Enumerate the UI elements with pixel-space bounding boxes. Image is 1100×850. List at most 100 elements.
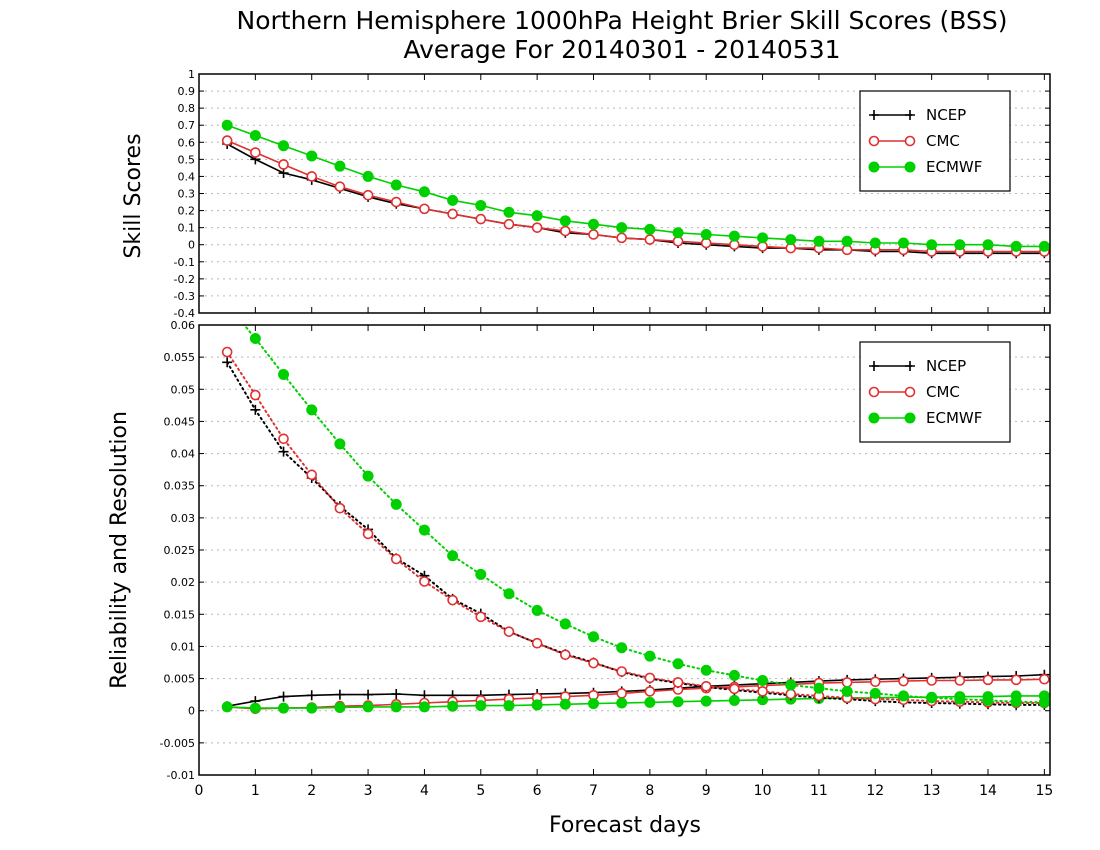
open-circle-marker — [390, 553, 402, 565]
y-tick-label: 0 — [188, 705, 195, 718]
x-tick-label: 7 — [589, 783, 598, 799]
open-circle-marker — [644, 234, 656, 245]
y-tick-label: -0.2 — [174, 273, 195, 286]
filled-circle-marker — [475, 700, 487, 712]
x-tick-label: 1 — [251, 783, 260, 799]
y-tick-label: 0.015 — [164, 608, 196, 621]
y-tick-label: -0.3 — [174, 290, 195, 303]
filled-circle-marker — [728, 694, 740, 706]
open-circle-marker — [531, 222, 543, 233]
filled-circle-marker — [813, 235, 825, 247]
y-tick-label: 0.5 — [178, 153, 196, 166]
open-circle-marker — [306, 469, 318, 481]
filled-circle-marker — [757, 675, 769, 686]
x-tick-label: 15 — [1035, 783, 1053, 799]
legend-item-ncep: NCEP — [869, 357, 966, 375]
x-tick-label: 9 — [702, 783, 711, 799]
x-tick-label: 2 — [307, 783, 316, 799]
open-circle-marker — [868, 135, 880, 147]
filled-circle-marker — [954, 239, 966, 251]
filled-circle-marker — [700, 664, 712, 676]
filled-circle-marker — [390, 498, 402, 510]
filled-circle-marker — [221, 119, 233, 131]
y-tick-label: 0.02 — [171, 576, 196, 589]
y-tick-label: 0.03 — [171, 512, 196, 525]
filled-circle-marker — [868, 412, 880, 424]
open-circle-marker — [868, 386, 880, 398]
y-tick-label: 0.4 — [178, 170, 196, 183]
filled-circle-marker — [1038, 696, 1050, 708]
open-circle-marker — [503, 626, 515, 637]
open-circle-marker — [1039, 673, 1050, 685]
legend: NCEP CMC ECMWF — [859, 341, 1011, 443]
open-circle-marker — [672, 677, 684, 688]
open-circle-marker — [278, 433, 289, 445]
open-circle-marker — [419, 203, 430, 215]
filled-circle-marker — [588, 218, 600, 230]
filled-circle-marker — [475, 199, 487, 211]
filled-circle-marker — [672, 696, 684, 708]
filled-circle-marker — [869, 687, 881, 699]
chart-subtitle: Average For 20140301 - 20140531 — [403, 35, 840, 64]
filled-circle-marker — [249, 702, 261, 714]
filled-circle-marker — [559, 698, 571, 710]
plus-marker — [278, 446, 289, 457]
x-tick-label: 8 — [645, 783, 654, 799]
open-circle-marker — [334, 502, 346, 514]
y-tick-label: 0.1 — [178, 222, 196, 235]
filled-circle-marker — [278, 369, 290, 380]
filled-circle-marker — [841, 235, 853, 247]
filled-circle-marker — [728, 669, 740, 681]
plus-marker — [306, 690, 317, 701]
open-circle-marker — [644, 686, 656, 697]
filled-circle-marker — [785, 234, 797, 246]
open-circle-marker — [475, 611, 487, 623]
filled-circle-marker — [559, 618, 571, 630]
filled-circle-marker — [418, 524, 430, 536]
y-tick-label: 0 — [188, 239, 195, 252]
bottom-y-axis-title: Reliability and Resolution — [107, 411, 132, 689]
open-circle-marker — [616, 688, 627, 699]
filled-circle-marker — [559, 215, 571, 227]
open-circle-marker — [926, 675, 937, 686]
open-circle-marker — [447, 208, 458, 220]
x-tick-label: 12 — [866, 783, 884, 799]
filled-circle-marker — [334, 702, 346, 713]
filled-circle-marker — [249, 129, 261, 141]
open-circle-marker — [841, 677, 853, 688]
filled-circle-marker — [249, 333, 261, 344]
open-circle-marker — [1010, 674, 1022, 686]
open-circle-marker — [503, 218, 515, 230]
skill-scores-panel: -0.4 -0.3 -0.2 -0.1 0 0.1 0.2 0.3 0.4 0.5 0.6 0.7 0.… — [174, 68, 1051, 320]
x-axis-ticks: 0 1 2 3 4 5 6 7 8 9 10 11 12 13 14 15 — [195, 325, 1053, 799]
open-circle-marker — [729, 683, 740, 695]
x-tick-label: 3 — [364, 783, 373, 799]
legend-label: ECMWF — [926, 158, 982, 176]
plus-marker — [334, 689, 345, 700]
filled-circle-marker — [362, 170, 374, 182]
filled-circle-marker — [616, 222, 628, 234]
y-tick-label: -0.005 — [160, 737, 195, 750]
y-tick-label: 0.04 — [171, 448, 196, 461]
filled-circle-marker — [841, 685, 853, 697]
titles: Northern Hemisphere 1000hPa Height Brier… — [237, 6, 1008, 64]
y-tick-label: -0.4 — [174, 307, 195, 320]
open-circle-marker — [904, 386, 916, 398]
y-tick-label: 0.005 — [164, 673, 196, 686]
filled-circle-marker — [278, 140, 290, 152]
x-axis-ticks — [198, 74, 1045, 313]
filled-circle-marker — [954, 693, 966, 705]
x-tick-label: 0 — [195, 783, 204, 799]
legend-label: CMC — [926, 383, 960, 401]
legend-label: ECMWF — [926, 409, 982, 427]
x-tick-label: 13 — [923, 783, 941, 799]
filled-circle-marker — [672, 227, 684, 239]
plus-marker — [905, 110, 915, 120]
plus-marker — [391, 689, 402, 699]
filled-circle-marker — [869, 237, 881, 249]
open-circle-marker — [221, 346, 233, 358]
filled-circle-marker — [531, 210, 543, 222]
open-circle-marker — [447, 594, 458, 606]
x-tick-label: 14 — [979, 783, 997, 799]
y-tick-label: 0.06 — [171, 319, 196, 332]
